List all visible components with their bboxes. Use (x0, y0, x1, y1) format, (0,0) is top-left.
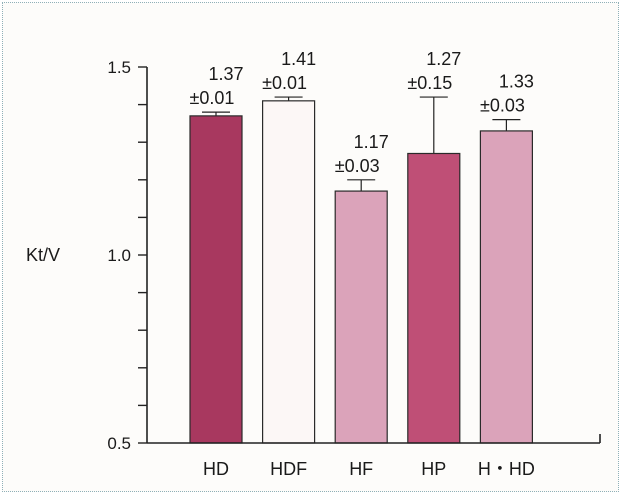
error-label: ±0.01 (190, 88, 235, 108)
x-tick-label: HD (203, 459, 229, 479)
bar-H・HD (479, 130, 533, 444)
y-tick-label: 1.5 (107, 58, 131, 77)
y-axis-title: Kt/V (26, 245, 60, 265)
value-label: 1.27 (426, 49, 461, 69)
bar-HD (189, 115, 243, 444)
error-label: ±0.15 (407, 73, 452, 93)
bar-HDF (262, 100, 316, 444)
value-label: 1.37 (208, 64, 243, 84)
x-tick-label: HF (349, 459, 373, 479)
bars-layer (189, 96, 533, 444)
error-label: ±0.03 (335, 156, 380, 176)
bar-HF (334, 190, 388, 444)
value-label: 1.41 (281, 49, 316, 69)
y-tick-label: 1.0 (107, 246, 131, 265)
x-tick-label: HDF (270, 459, 307, 479)
error-label: ±0.03 (480, 96, 525, 116)
error-label: ±0.01 (262, 73, 307, 93)
value-label: 1.17 (354, 132, 389, 152)
bar-HP (407, 152, 461, 444)
x-tick-label: H・HD (478, 459, 535, 479)
x-tick-label: HP (421, 459, 446, 479)
value-label: 1.33 (499, 72, 534, 92)
labels-layer: HD ±0.01 1.37 HDF ±0.01 1.41 HF ±0.03 1.17 HP ±0.1… (190, 49, 535, 479)
y-tick-label: 0.5 (107, 434, 131, 453)
y-axis-ticks: 0.5 1.0 1.5 (107, 58, 601, 453)
